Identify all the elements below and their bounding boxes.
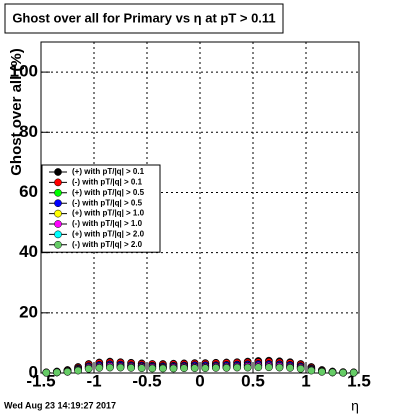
data-point [84, 364, 93, 373]
data-point [307, 366, 316, 375]
data-point [169, 364, 178, 373]
data-point [222, 364, 231, 372]
legend-marker [54, 240, 62, 249]
data-point [159, 364, 167, 373]
data-point [106, 363, 114, 372]
x-tick-label: 0.5 [241, 371, 265, 390]
x-tick-label: -1 [86, 371, 101, 390]
data-point [42, 368, 51, 377]
legend-label: (+) with pT/|q| > 0.1 [72, 167, 145, 176]
legend-label: (-) with pT/|q| > 0.1 [72, 178, 143, 187]
data-point [275, 363, 284, 372]
y-tick-label: 100 [10, 62, 38, 81]
data-point [254, 363, 263, 372]
data-point [201, 364, 210, 373]
title-box [4, 3, 284, 34]
data-point [243, 363, 252, 372]
y-tick-label: 40 [19, 242, 38, 261]
legend-label: (-) with pT/|q| > 0.5 [72, 198, 143, 207]
data-point [296, 364, 305, 373]
legend-marker [54, 199, 62, 208]
x-tick-label: -1.5 [26, 371, 55, 390]
y-tick-label: 0 [29, 362, 38, 381]
legend-marker [54, 178, 62, 187]
data-point [63, 367, 72, 376]
data-point [95, 364, 104, 372]
data-point [286, 364, 294, 372]
x-axis-label: η [351, 398, 359, 414]
data-point [74, 366, 82, 375]
data-point [233, 363, 241, 372]
legend-marker [54, 188, 62, 197]
data-point [318, 367, 326, 376]
legend-label: (-) with pT/|q| > 1.0 [72, 219, 143, 228]
legend-label: (+) with pT/|q| > 1.0 [72, 209, 145, 218]
y-tick-label: 60 [19, 182, 38, 201]
data-point [212, 364, 220, 372]
data-point [328, 368, 337, 377]
data-point [265, 363, 273, 372]
data-point [148, 364, 157, 373]
x-tick-label: -0.5 [132, 371, 161, 390]
x-tick-label: 0 [195, 371, 204, 390]
data-point [190, 364, 199, 373]
data-point [137, 364, 146, 373]
legend-label: (+) with pT/|q| > 2.0 [72, 230, 145, 239]
y-tick-label: 20 [19, 302, 38, 321]
data-point [127, 364, 135, 372]
y-tick-label: 80 [19, 122, 38, 141]
timestamp: Wed Aug 23 14:19:27 2017 [4, 400, 116, 410]
x-tick-label: 1 [301, 371, 310, 390]
data-point [339, 368, 347, 377]
legend-label: (-) with pT/|q| > 2.0 [72, 240, 143, 249]
y-axis-label: Ghost over all (%) [8, 48, 25, 176]
chart-title: Ghost over all for Primary vs η at pT > … [12, 10, 275, 25]
data-point [116, 363, 125, 372]
legend-box [41, 164, 161, 253]
legend-marker [54, 220, 62, 228]
data-point [349, 368, 358, 377]
legend-marker [54, 230, 62, 239]
data-point [180, 364, 188, 373]
legend-marker [54, 168, 62, 176]
data-point [53, 368, 61, 377]
legend-label: (+) with pT/|q| > 0.5 [72, 188, 145, 197]
legend-marker [54, 209, 62, 218]
